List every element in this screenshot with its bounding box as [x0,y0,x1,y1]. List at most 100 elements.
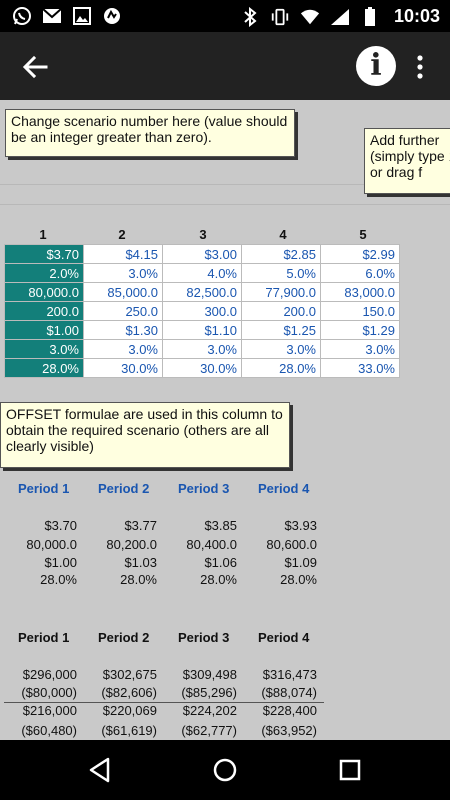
table-cell[interactable]: $220,069 [102,703,157,718]
period-header-3: Period 3 [178,630,230,645]
navigation-bar [0,740,450,800]
table-cell[interactable]: 28.0% [4,358,84,378]
table-cell[interactable]: 6.0% [320,263,400,283]
table-cell[interactable]: 3.0% [162,339,242,359]
table-cell[interactable]: 30.0% [83,358,163,378]
table-cell[interactable]: 4.0% [162,263,242,283]
table-row: 3.0% 3.0% 3.0% 3.0% 3.0% [4,339,400,359]
table-cell[interactable]: $309,498 [182,667,237,682]
period-header-2: Period 2 [98,630,150,645]
table-cell[interactable]: 3.0% [83,339,163,359]
status-bar: 10:03 [0,0,450,32]
spreadsheet-view[interactable]: Change scenario number here (value shoul… [0,100,450,740]
mail-icon [42,6,62,26]
table-cell[interactable]: $296,000 [22,667,77,682]
period-header-2: Period 2 [98,481,150,496]
nav-home-button[interactable] [211,756,239,784]
table-cell[interactable]: ($61,619) [101,723,157,738]
table-cell[interactable]: 80,200.0 [106,537,157,552]
table-cell[interactable]: 28.0% [241,358,321,378]
recents-square-icon [339,759,361,781]
table-cell[interactable]: $1.03 [124,555,157,570]
scenario-header-4: 4 [279,227,287,242]
period-header-3: Period 3 [178,481,230,496]
nav-back-button[interactable] [86,756,114,784]
table-cell[interactable]: $316,473 [262,667,317,682]
offset-note: OFFSET formulae are used in this column … [0,402,290,468]
table-cell[interactable]: $4.15 [83,244,163,264]
table-cell[interactable]: $1.30 [83,320,163,340]
table-cell[interactable]: ($62,777) [181,723,237,738]
table-cell[interactable]: ($85,296) [181,685,237,700]
table-cell[interactable]: 300.0 [162,301,242,321]
table-cell[interactable]: 150.0 [320,301,400,321]
table-row: 2.0% 3.0% 4.0% 5.0% 6.0% [4,263,400,283]
table-cell[interactable]: 30.0% [162,358,242,378]
table-cell[interactable]: 3.0% [4,339,84,359]
table-cell[interactable]: 3.0% [83,263,163,283]
table-cell[interactable]: $216,000 [22,703,77,718]
table-cell[interactable]: 85,000.0 [83,282,163,302]
table-cell[interactable]: ($82,606) [101,685,157,700]
table-cell[interactable]: $1.25 [241,320,321,340]
back-button[interactable] [18,50,52,84]
table-cell[interactable]: $3.93 [284,518,317,533]
table-cell[interactable]: $3.77 [124,518,157,533]
battery-icon [360,6,380,27]
whatsapp-icon [12,6,32,26]
further-note: Add further (simply type 13 or drag f [364,128,450,194]
table-cell[interactable]: 80,000.0 [26,537,77,552]
table-cell[interactable]: 5.0% [241,263,321,283]
grid-line [0,184,450,185]
table-cell[interactable]: 3.0% [320,339,400,359]
table-cell[interactable]: 3.0% [241,339,321,359]
table-row: $3.70 $4.15 $3.00 $2.85 $2.99 [4,244,400,264]
table-cell[interactable]: $3.70 [4,244,84,264]
table-cell[interactable]: $302,675 [102,667,157,682]
table-cell[interactable]: $3.85 [204,518,237,533]
table-cell[interactable]: $1.00 [4,320,84,340]
table-cell[interactable]: $2.85 [241,244,321,264]
table-cell[interactable]: 200.0 [4,301,84,321]
table-cell[interactable]: 83,000.0 [320,282,400,302]
table-cell[interactable]: 80,000.0 [4,282,84,302]
period-header-4: Period 4 [258,630,310,645]
table-cell[interactable]: ($80,000) [21,685,77,700]
table-cell[interactable]: 250.0 [83,301,163,321]
table-cell[interactable]: 28.0% [120,572,157,587]
scenario-header-5: 5 [359,227,367,242]
arrow-left-icon [22,55,48,79]
scenario-header-1: 1 [39,227,47,242]
table-cell[interactable]: 82,500.0 [162,282,242,302]
table-cell[interactable]: $2.99 [320,244,400,264]
table-cell[interactable]: 2.0% [4,263,84,283]
table-cell[interactable]: 200.0 [241,301,321,321]
table-cell[interactable]: ($88,074) [261,685,317,700]
wifi-icon [300,7,320,27]
table-cell[interactable]: 28.0% [280,572,317,587]
period-header-1: Period 1 [18,481,70,496]
image-icon [72,6,92,26]
table-cell[interactable]: $1.06 [204,555,237,570]
table-cell[interactable]: $3.70 [44,518,77,533]
table-cell[interactable]: ($60,480) [21,723,77,738]
table-cell[interactable]: $1.09 [284,555,317,570]
table-cell[interactable]: $224,202 [182,703,237,718]
table-cell[interactable]: $3.00 [162,244,242,264]
info-button[interactable]: i [356,46,396,86]
table-cell[interactable]: 33.0% [320,358,400,378]
table-cell[interactable]: $1.00 [44,555,77,570]
table-cell[interactable]: 80,400.0 [186,537,237,552]
table-cell[interactable]: 28.0% [200,572,237,587]
bluetooth-icon [240,6,260,27]
nav-recents-button[interactable] [336,756,364,784]
table-cell[interactable]: 28.0% [40,572,77,587]
more-options-button[interactable] [410,52,430,82]
table-cell[interactable]: ($63,952) [261,723,317,738]
period-header-1: Period 1 [18,630,70,645]
table-cell[interactable]: $1.10 [162,320,242,340]
table-cell[interactable]: 77,900.0 [241,282,321,302]
table-cell[interactable]: $228,400 [262,703,317,718]
table-cell[interactable]: $1.29 [320,320,400,340]
table-cell[interactable]: 80,600.0 [266,537,317,552]
